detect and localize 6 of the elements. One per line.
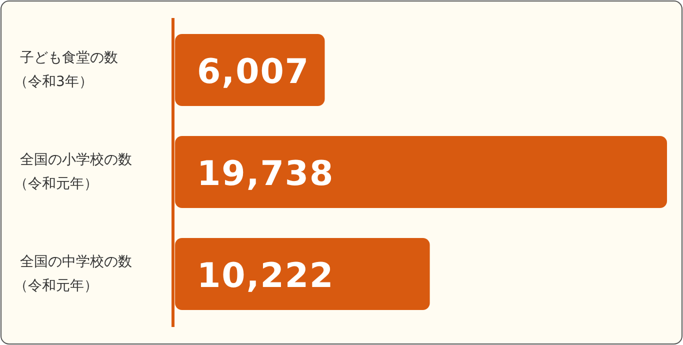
data-label: 19,738 bbox=[197, 154, 334, 194]
y-tick-label: 全国の小学校の数（令和元年） bbox=[14, 152, 132, 192]
data-label: 10,222 bbox=[197, 256, 334, 296]
data-label: 6,007 bbox=[197, 52, 310, 92]
y-tick-label: 全国の中学校の数（令和元年） bbox=[14, 254, 132, 294]
y-tick-label: 子ども食堂の数（令和3年） bbox=[14, 50, 118, 90]
